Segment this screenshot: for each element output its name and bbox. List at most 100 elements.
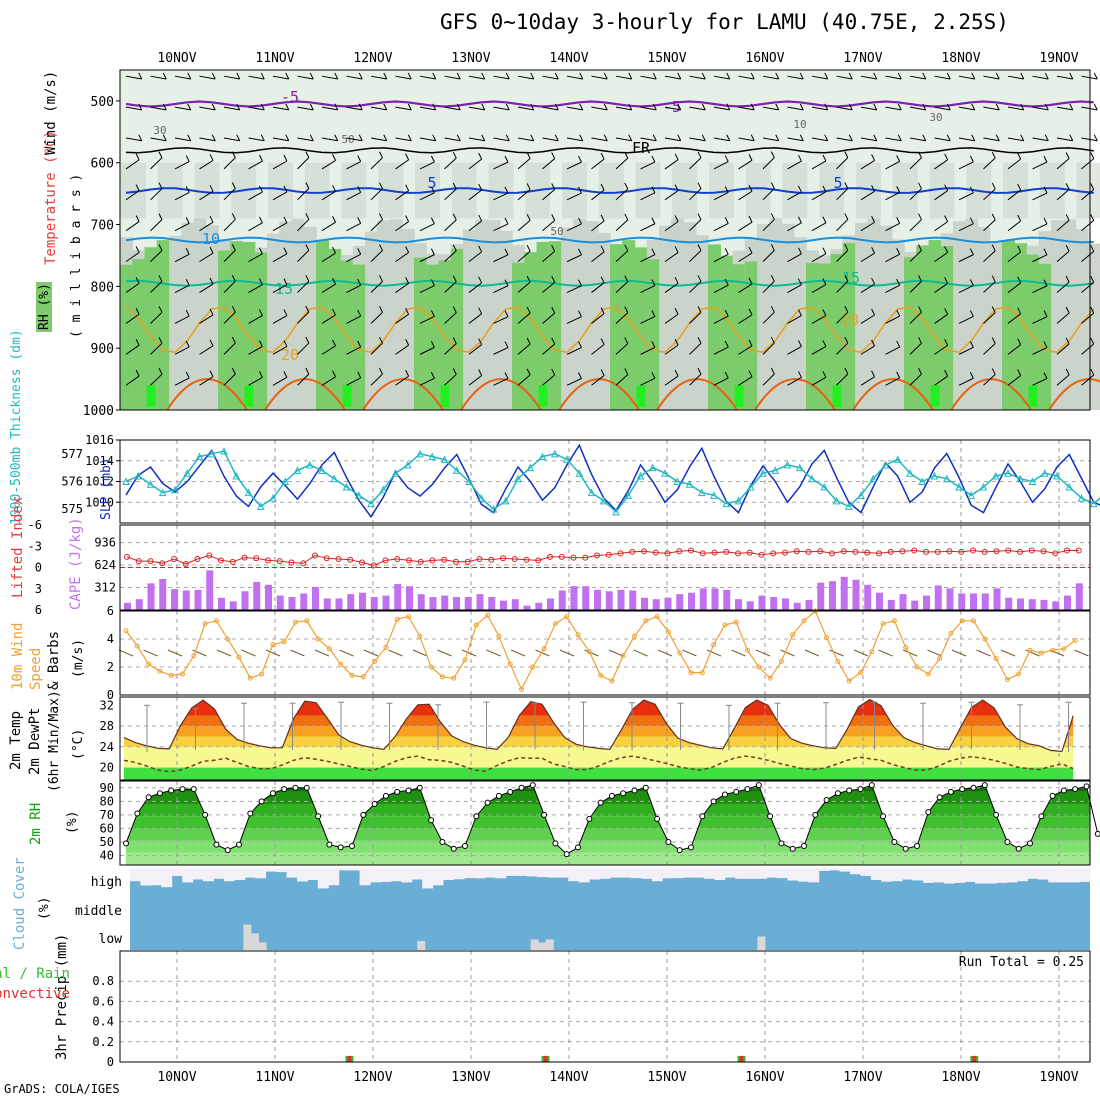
y-tick-label: 800	[91, 280, 114, 295]
wind-barb-flag	[1017, 338, 1022, 345]
wind-barb-flag	[944, 308, 949, 315]
wind-barb-flag	[334, 134, 339, 142]
wind-barb-flag	[1044, 103, 1049, 111]
wind-barb	[395, 313, 409, 324]
surface-wind-barb	[878, 649, 893, 657]
wind-barb-flag	[505, 134, 510, 142]
wind-barb-flag	[379, 367, 383, 375]
cloud-high-clear	[870, 868, 882, 880]
rh-marker	[360, 811, 367, 818]
wind-barb-flag	[750, 134, 755, 142]
rh-marker	[495, 792, 502, 799]
wind-barb-flag	[624, 244, 629, 252]
lifted-index-marker	[840, 548, 847, 555]
wind-barb	[321, 376, 336, 386]
rh-marker	[631, 787, 638, 794]
cloud-high-clear	[1006, 868, 1018, 883]
thickness-marker	[612, 507, 620, 516]
cloud-high-clear	[213, 868, 225, 879]
wind-barb-flag	[554, 72, 559, 80]
rh-marker	[326, 841, 333, 848]
wind-barb-flag	[724, 248, 729, 255]
lifted-index-marker	[511, 556, 518, 562]
temp-line	[123, 698, 1074, 753]
thickness-marker	[379, 485, 388, 494]
wind-speed-marker	[213, 618, 219, 624]
wind-speed-marker	[1004, 677, 1010, 683]
ylabel-wind-barbs: & Barbs	[46, 631, 62, 690]
wind-speed-marker	[439, 674, 445, 680]
wind-barb	[983, 75, 1000, 80]
rh-blob-low	[879, 225, 893, 410]
wind-barb	[664, 190, 679, 201]
wind-barb	[542, 158, 556, 170]
wind-barb-flag	[603, 72, 608, 80]
wind-barb-flag	[600, 245, 605, 253]
lifted-index-marker	[464, 558, 471, 565]
wind-speed-marker	[677, 650, 683, 656]
cloud-high-clear	[349, 868, 361, 871]
wind-barb-flag	[430, 155, 435, 163]
wind-barb	[493, 316, 509, 324]
wind-barb-flag	[504, 372, 509, 379]
cape-bar	[511, 599, 519, 610]
wind-barb-flag	[750, 72, 755, 80]
wind-barb-flag	[822, 185, 827, 193]
wind-barb-flag	[1093, 72, 1098, 80]
panel-frame	[119, 69, 1091, 411]
wind-barb-flag	[871, 277, 876, 285]
wind-barb	[860, 221, 875, 232]
precip-bar-convective	[347, 1055, 352, 1062]
cloud-label-low: low	[99, 932, 123, 947]
wind-barb-flag	[504, 155, 509, 163]
wind-barb	[395, 190, 409, 201]
wind-barb	[542, 312, 556, 324]
wind-barb	[909, 281, 922, 293]
cape-bar	[641, 597, 648, 610]
date-label-top: 11NOV	[255, 51, 294, 66]
wind-barb-flag	[405, 369, 410, 377]
wind-barb-flag	[554, 103, 559, 111]
wind-speed-marker	[688, 670, 694, 676]
wind-barb	[664, 313, 679, 324]
wind-barb	[787, 346, 802, 355]
cloud-low-fill	[757, 936, 766, 950]
wind-barb-flag	[1017, 307, 1022, 314]
wind-speed-marker	[824, 635, 830, 641]
thickness-marker	[428, 452, 437, 461]
cloud-high-clear	[338, 868, 350, 871]
wind-speed-marker	[745, 647, 750, 653]
contour-label: 15	[275, 280, 293, 298]
cape-bar	[429, 597, 437, 610]
wind-barb-flag	[748, 308, 753, 316]
wind-barb-flag	[187, 72, 192, 80]
y-tick-label-wind: 4	[107, 632, 114, 646]
wind-barb-flag	[260, 72, 265, 80]
surface-wind-barb	[755, 649, 771, 657]
wind-barb	[640, 75, 657, 80]
wind-barb	[738, 190, 753, 201]
wind-barb	[885, 106, 902, 111]
wind-barb	[615, 374, 629, 386]
wind-barb	[395, 252, 409, 263]
cape-bar	[946, 588, 954, 610]
cape-bar	[735, 599, 742, 610]
wind-barb-flag	[674, 184, 679, 191]
rh-marker	[337, 844, 344, 851]
wind-barb-flag	[651, 248, 656, 255]
wind-barb-flag	[505, 103, 510, 111]
cape-bar	[323, 598, 331, 610]
wind-barb	[297, 106, 314, 111]
wind-barb	[223, 188, 236, 201]
wind-barb	[1032, 161, 1048, 170]
wind-barb-flag	[624, 337, 629, 344]
rh-blob-high	[610, 244, 623, 410]
wind-barb-flag	[231, 213, 236, 220]
date-label-bottom: 16NOV	[745, 1070, 784, 1085]
wind-barb	[468, 106, 485, 111]
wind-speed-marker	[575, 632, 581, 638]
wind-barb-flag	[799, 103, 804, 111]
date-label-top: 13NOV	[451, 51, 490, 66]
wind-barb	[983, 281, 996, 293]
wind-barb	[248, 346, 263, 355]
